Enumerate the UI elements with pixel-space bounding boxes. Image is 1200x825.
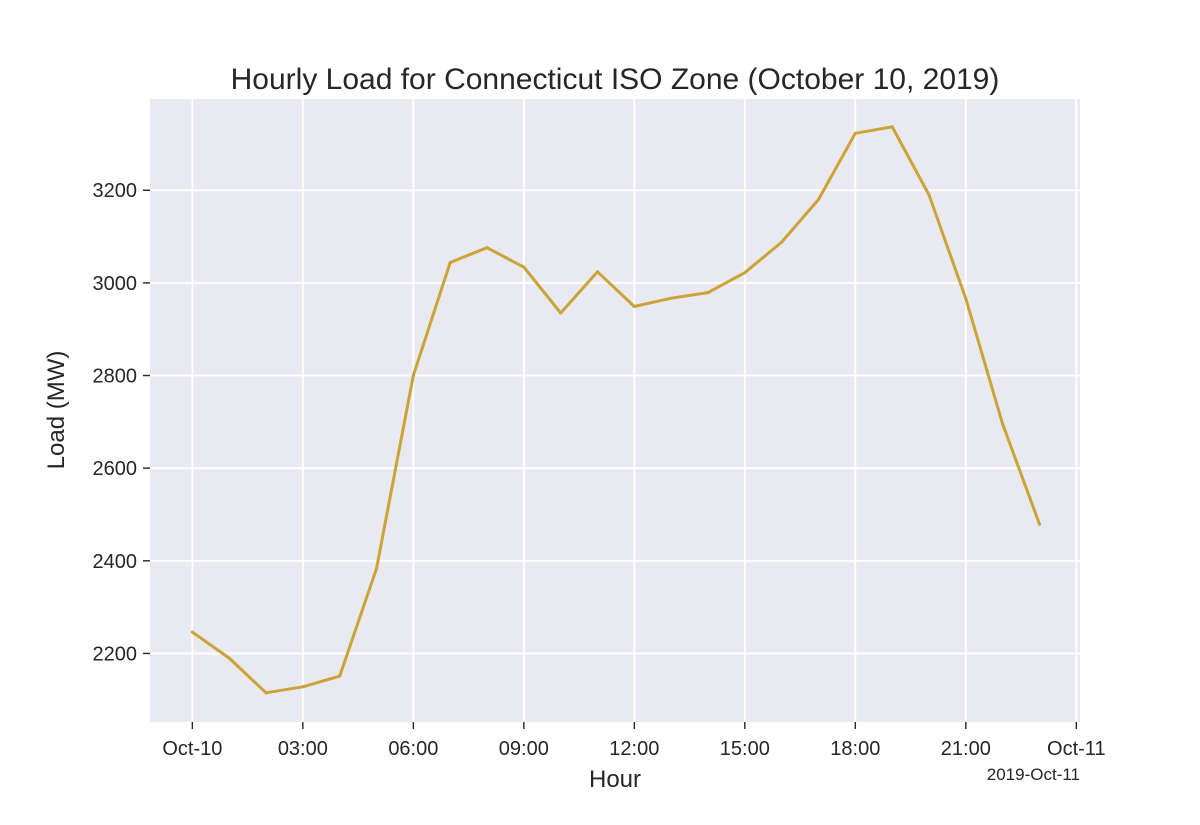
- x-tick-label: 06:00: [388, 738, 438, 760]
- data-point: [448, 261, 452, 265]
- y-tick-label: 2400: [93, 551, 138, 573]
- x-tick-label: 12:00: [609, 738, 659, 760]
- x-tick-label: Oct-11: [1047, 738, 1106, 760]
- x-gridlines: [191, 99, 1078, 722]
- plot-area: [150, 99, 1080, 722]
- x-tick-label: 09:00: [499, 738, 549, 760]
- data-point: [1001, 422, 1005, 426]
- x-axis-ticks: Oct-10 03:00 06:00 09:00 12:00 15:00 18:00 21:0…: [162, 722, 1106, 760]
- data-point: [706, 291, 710, 295]
- data-point: [227, 656, 231, 660]
- data-point: [816, 198, 820, 202]
- data-point: [780, 240, 784, 244]
- series-line: [190, 125, 1041, 695]
- data-point: [743, 271, 747, 275]
- data-point: [559, 311, 563, 315]
- data-point: [190, 630, 194, 634]
- x-tick-label: 15:00: [720, 738, 770, 760]
- data-point: [632, 305, 636, 309]
- data-point: [1037, 522, 1041, 526]
- data-point: [853, 131, 857, 135]
- x-tick-label: 21:00: [941, 738, 991, 760]
- data-point: [522, 265, 526, 269]
- y-tick-label: 2200: [93, 643, 138, 665]
- data-point: [964, 297, 968, 301]
- y-tick-label: 3200: [93, 180, 138, 202]
- x-tick-label: 03:00: [278, 738, 328, 760]
- data-point: [264, 691, 268, 695]
- data-point: [375, 567, 379, 571]
- chart-title: Hourly Load for Connecticut ISO Zone (Oc…: [231, 63, 1000, 96]
- y-tick-label: 3000: [93, 273, 138, 295]
- x-axis-title: Hour: [589, 766, 641, 793]
- data-point: [596, 270, 600, 274]
- data-point: [669, 296, 673, 300]
- data-point: [890, 125, 894, 129]
- data-point: [485, 246, 489, 250]
- x-axis-offset-label: 2019-Oct-11: [987, 765, 1080, 784]
- y-axis-title: Load (MW): [43, 351, 70, 470]
- x-tick-label: Oct-10: [162, 738, 222, 760]
- data-point: [301, 685, 305, 689]
- data-point: [927, 193, 931, 197]
- data-point: [411, 374, 415, 378]
- series-layer: [190, 125, 1041, 695]
- data-point: [338, 674, 342, 678]
- y-axis-ticks: 2200 2400 2600 2800 3000 3200: [93, 180, 150, 665]
- y-tick-label: 2600: [93, 458, 138, 480]
- y-tick-label: 2800: [93, 366, 138, 388]
- x-tick-label: 18:00: [830, 738, 880, 760]
